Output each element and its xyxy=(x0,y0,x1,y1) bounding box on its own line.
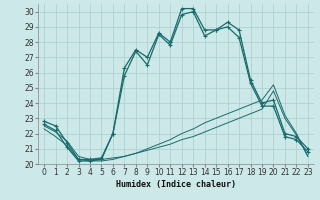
X-axis label: Humidex (Indice chaleur): Humidex (Indice chaleur) xyxy=(116,180,236,189)
